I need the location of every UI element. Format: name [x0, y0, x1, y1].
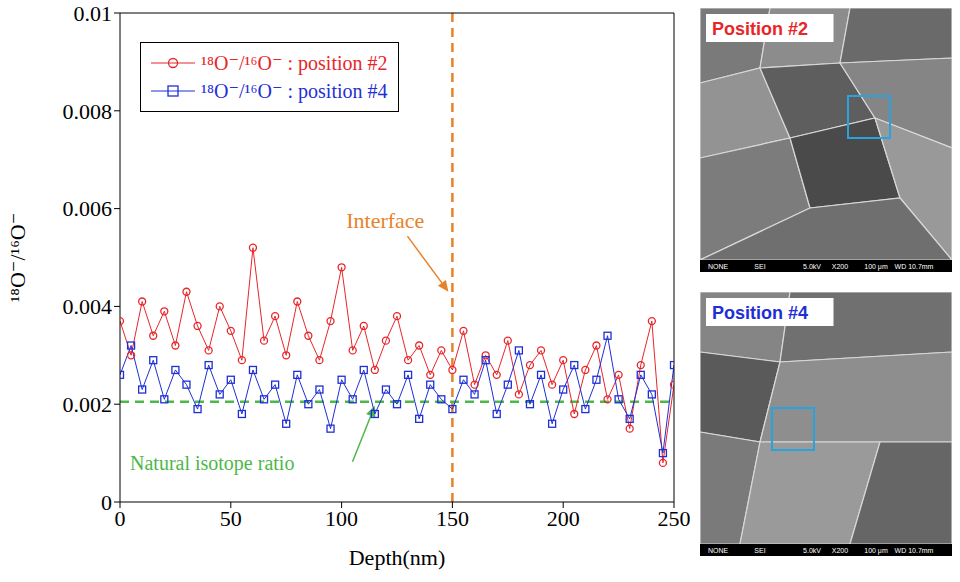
- svg-text:200: 200: [547, 506, 580, 531]
- svg-text:Position #2: Position #2: [712, 19, 808, 39]
- svg-text:0: 0: [115, 506, 126, 531]
- svg-text:SEI: SEI: [754, 547, 765, 554]
- svg-text:0.006: 0.006: [63, 196, 113, 221]
- html-text:¹⁸O⁻/¹⁶O⁻ : position #4: ¹⁸O⁻/¹⁶O⁻ : position #4: [201, 80, 388, 102]
- svg-text:Position #4: Position #4: [712, 303, 808, 323]
- svg-text:X200: X200: [832, 547, 848, 554]
- svg-text:250: 250: [658, 506, 691, 531]
- svg-text:0: 0: [101, 490, 112, 515]
- svg-text:Depth(nm): Depth(nm): [349, 545, 446, 570]
- svg-text:0.004: 0.004: [63, 294, 113, 319]
- svg-text:0.008: 0.008: [63, 99, 113, 124]
- svg-text:NONE: NONE: [708, 263, 729, 270]
- svg-text:NONE: NONE: [708, 547, 729, 554]
- svg-text:100 μm: 100 μm: [864, 263, 888, 271]
- svg-text:5.0kV: 5.0kV: [803, 547, 821, 554]
- svg-text:100: 100: [325, 506, 358, 531]
- html-text:¹⁸O⁻/¹⁶O⁻ : position #2: ¹⁸O⁻/¹⁶O⁻ : position #2: [201, 52, 388, 74]
- svg-text:100 μm: 100 μm: [864, 547, 888, 555]
- svg-text:¹⁸O⁻/¹⁶O⁻: ¹⁸O⁻/¹⁶O⁻: [5, 213, 30, 303]
- svg-text:0.002: 0.002: [63, 392, 113, 417]
- svg-text:5.0kV: 5.0kV: [803, 263, 821, 270]
- svg-text:WD 10.7mm: WD 10.7mm: [895, 547, 934, 554]
- svg-text:Natural isotope ratio: Natural isotope ratio: [130, 452, 294, 475]
- svg-text:50: 50: [220, 506, 242, 531]
- svg-text:0.01: 0.01: [74, 1, 113, 26]
- svg-text:X200: X200: [832, 263, 848, 270]
- svg-text:150: 150: [436, 506, 469, 531]
- svg-text:SEI: SEI: [754, 263, 765, 270]
- svg-text:WD 10.7mm: WD 10.7mm: [895, 263, 934, 270]
- svg-text:Interface: Interface: [346, 208, 424, 233]
